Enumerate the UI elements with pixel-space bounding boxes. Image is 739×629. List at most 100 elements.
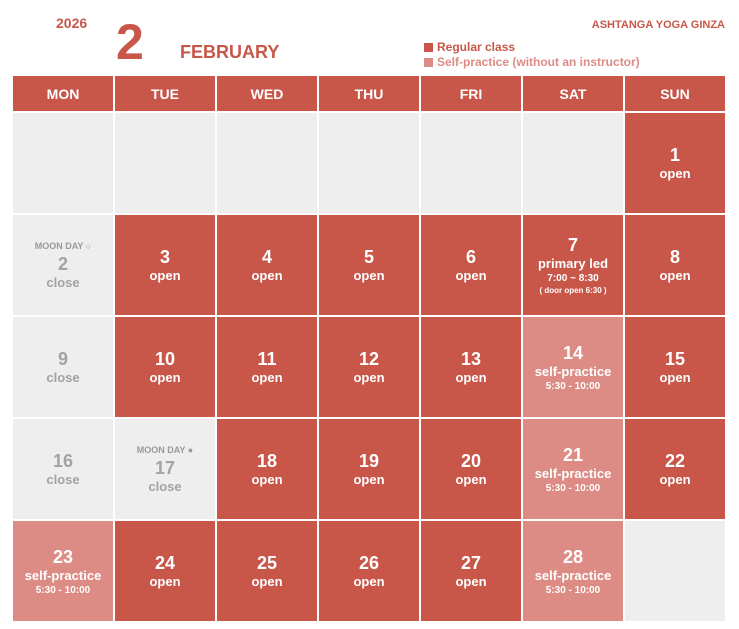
day-cell: 25 open	[217, 521, 317, 621]
class-time: 7:00 ~ 8:30	[547, 272, 599, 284]
day-status: open	[149, 268, 181, 283]
day-number: 14	[562, 342, 584, 363]
day-number: 26	[358, 553, 380, 573]
empty-cell	[217, 113, 317, 213]
empty-cell	[13, 113, 113, 213]
day-status: open	[659, 166, 691, 181]
weekday-header: FRI	[421, 76, 521, 111]
day-cell: 6 open	[421, 215, 521, 315]
empty-cell	[115, 113, 215, 213]
empty-cell	[523, 113, 623, 213]
day-cell: 13 open	[421, 317, 521, 417]
day-cell: 14 self-practice 5:30 - 10:00	[523, 317, 623, 417]
month-number: 2	[116, 14, 144, 70]
legend: Regular class Self-practice (without an …	[424, 40, 640, 70]
weekday-header: SUN	[625, 76, 725, 111]
day-number: 3	[159, 247, 170, 267]
day-status: open	[659, 370, 691, 385]
day-number: 9	[57, 349, 68, 369]
day-status: open	[149, 574, 181, 589]
moon-day-label: MOON DAY ○	[34, 240, 92, 251]
weekday-header: MON	[13, 76, 113, 111]
studio-name: ASHTANGA YOGA GINZA	[591, 19, 725, 31]
day-cell: 19 open	[319, 419, 419, 519]
day-status: self-practice	[534, 363, 612, 379]
day-number: 1	[669, 145, 680, 165]
day-number: 18	[256, 451, 278, 471]
day-cell: 1 open	[625, 113, 725, 213]
day-number: 8	[669, 247, 680, 267]
day-number: 6	[465, 247, 476, 267]
day-number: 10	[154, 349, 176, 369]
day-status: open	[455, 268, 487, 283]
day-cell: 27 open	[421, 521, 521, 621]
day-status: open	[353, 268, 385, 283]
day-cell: 26 open	[319, 521, 419, 621]
day-status: open	[455, 472, 487, 487]
month-name: FEBRUARY	[180, 42, 280, 62]
day-cell: 21 self-practice 5:30 - 10:00	[523, 419, 623, 519]
empty-cell	[319, 113, 419, 213]
year: 2026	[56, 15, 88, 31]
calendar-grid: MON TUE WED THU FRI SAT SUN 1 open MOON DAY ○ 2 clo…	[13, 76, 726, 621]
day-number: 24	[154, 553, 176, 573]
legend-self-practice: Self-practice (without an instructor)	[424, 55, 640, 70]
day-number: 7	[567, 234, 578, 255]
day-status: open	[251, 472, 283, 487]
day-number: 27	[460, 553, 482, 573]
day-number: 25	[256, 553, 278, 573]
day-number: 5	[363, 247, 374, 267]
day-cell: 4 open	[217, 215, 317, 315]
day-number: 13	[460, 349, 482, 369]
day-number: 19	[358, 451, 380, 471]
door-note: ( door open 6:30 )	[539, 285, 607, 295]
day-cell: 11 open	[217, 317, 317, 417]
day-cell: 8 open	[625, 215, 725, 315]
day-number: 12	[358, 349, 380, 369]
day-cell: 9 close	[13, 317, 113, 417]
class-time: 5:30 - 10:00	[545, 584, 601, 596]
day-cell: 7 primary led 7:00 ~ 8:30( door open 6:30 …	[523, 215, 623, 315]
day-status: close	[46, 370, 80, 385]
day-number: 23	[52, 546, 74, 567]
legend-label: Regular class	[437, 40, 516, 54]
day-number: 4	[261, 247, 272, 267]
day-cell: 5 open	[319, 215, 419, 315]
day-status: open	[455, 370, 487, 385]
class-time: 5:30 - 10:00	[35, 584, 91, 596]
legend-label: Self-practice (without an instructor)	[437, 55, 640, 69]
moon-day-label: MOON DAY ●	[136, 444, 194, 455]
weekday-header: THU	[319, 76, 419, 111]
legend-regular: Regular class	[424, 40, 640, 55]
day-number: 2	[57, 253, 68, 274]
weekday-header: TUE	[115, 76, 215, 111]
day-status: open	[251, 370, 283, 385]
day-cell: 12 open	[319, 317, 419, 417]
day-status: open	[251, 574, 283, 589]
day-number: 21	[562, 444, 584, 465]
regular-swatch-icon	[424, 43, 433, 52]
day-status: self-practice	[534, 465, 612, 481]
day-cell: MOON DAY ● 17 close	[115, 419, 215, 519]
day-cell: 18 open	[217, 419, 317, 519]
day-number: 20	[460, 451, 482, 471]
day-cell: MOON DAY ○ 2 close	[13, 215, 113, 315]
class-time: 5:30 - 10:00	[545, 380, 601, 392]
day-cell: 3 open	[115, 215, 215, 315]
empty-cell	[625, 521, 725, 621]
weekday-header: SAT	[523, 76, 623, 111]
day-cell: 23 self-practice 5:30 - 10:00	[13, 521, 113, 621]
day-number: 11	[257, 349, 277, 369]
day-status: close	[46, 274, 80, 290]
day-status: close	[148, 478, 182, 494]
day-number: 16	[52, 451, 74, 471]
class-time: 5:30 - 10:00	[545, 482, 601, 494]
day-status: open	[353, 370, 385, 385]
day-status: open	[251, 268, 283, 283]
weekday-header: WED	[217, 76, 317, 111]
day-status: self-practice	[534, 567, 612, 583]
day-status: open	[659, 472, 691, 487]
day-cell: 20 open	[421, 419, 521, 519]
day-status: close	[46, 472, 80, 487]
day-status: open	[659, 268, 691, 283]
